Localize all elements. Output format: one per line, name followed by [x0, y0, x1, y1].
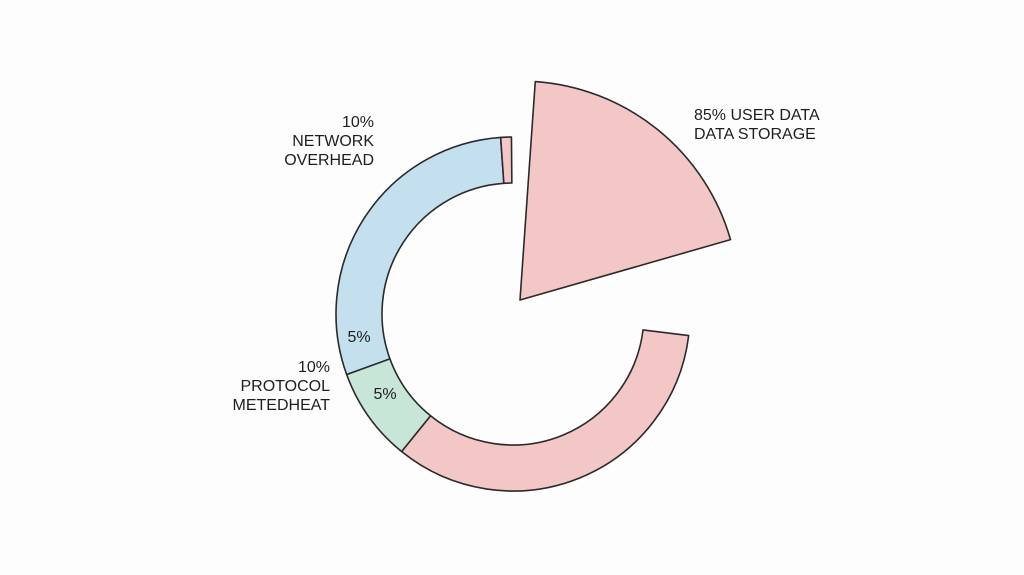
slice-user-data-arc — [400, 329, 690, 492]
label-protocol-line-1: PROTOCOL — [240, 378, 331, 395]
slice-user-data-exploded — [519, 80, 732, 301]
label-user-data: 85% USER DATA DATA STORAGE — [694, 106, 820, 144]
label-network-overhead: 10% NETWORK OVERHEAD — [284, 113, 374, 170]
inner-label-a: 5% — [347, 329, 371, 346]
label-protocol-line-2: METEDHEAT — [232, 397, 330, 414]
label-protocol-pct: 10% — [297, 359, 330, 376]
label-protocol: 10% PROTOCOL METEDHEAT — [233, 358, 330, 415]
label-network-line-2: OVERHEAD — [284, 152, 374, 169]
label-user-data-line-2: DATA STORAGE — [694, 126, 816, 143]
label-network-line-1: NETWORK — [292, 133, 374, 150]
inner-label-b: 5% — [373, 386, 397, 403]
label-network-pct: 10% — [341, 114, 374, 131]
slice-user-data-sliver — [499, 136, 513, 185]
label-user-data-line-1: 85% USER DATA — [694, 107, 820, 124]
